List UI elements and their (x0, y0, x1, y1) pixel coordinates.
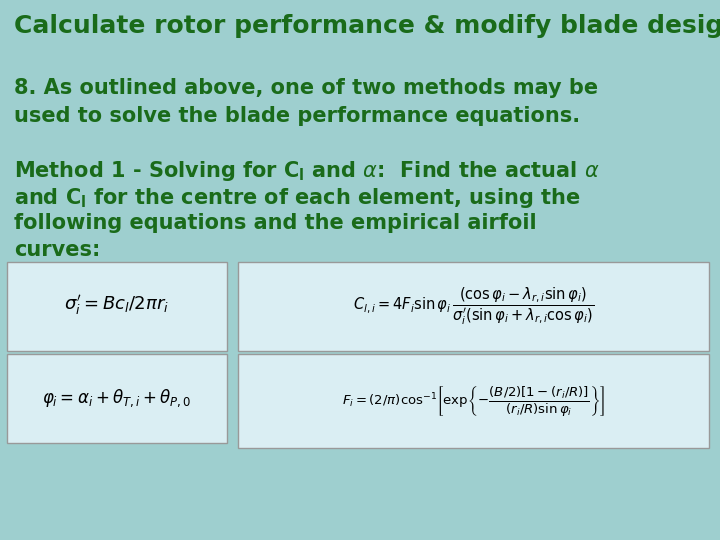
Text: curves:: curves: (14, 240, 101, 260)
FancyBboxPatch shape (7, 262, 227, 351)
Text: $F_i = (2/\pi)\cos^{-1}\!\left[\exp\!\left\{-\dfrac{(B/2)\left[1-(r_i/R)\right]}: $F_i = (2/\pi)\cos^{-1}\!\left[\exp\!\le… (342, 384, 605, 418)
Text: $\varphi_i = \alpha_i + \theta_{T,i} + \theta_{P,0}$: $\varphi_i = \alpha_i + \theta_{T,i} + \… (42, 388, 192, 409)
FancyBboxPatch shape (238, 354, 709, 448)
FancyBboxPatch shape (238, 262, 709, 351)
Text: Method 1 - Solving for $\mathbf{C_l}$ and $\alpha$:  Find the actual $\alpha$: Method 1 - Solving for $\mathbf{C_l}$ an… (14, 159, 600, 183)
Text: $\sigma_i^\prime = Bc_l/2\pi r_i$: $\sigma_i^\prime = Bc_l/2\pi r_i$ (64, 294, 170, 319)
Text: $C_{l,i} = 4F_i \sin\varphi_i\,\dfrac{\left(\cos\varphi_i - \lambda_{r,i}\sin\va: $C_{l,i} = 4F_i \sin\varphi_i\,\dfrac{\l… (353, 286, 594, 327)
Text: Calculate rotor performance & modify blade design: Calculate rotor performance & modify bla… (14, 14, 720, 37)
Text: and $\mathbf{C_l}$ for the centre of each element, using the: and $\mathbf{C_l}$ for the centre of eac… (14, 186, 581, 210)
FancyBboxPatch shape (7, 354, 227, 443)
Text: 8. As outlined above, one of two methods may be
used to solve the blade performa: 8. As outlined above, one of two methods… (14, 78, 598, 125)
Text: following equations and the empirical airfoil: following equations and the empirical ai… (14, 213, 537, 233)
